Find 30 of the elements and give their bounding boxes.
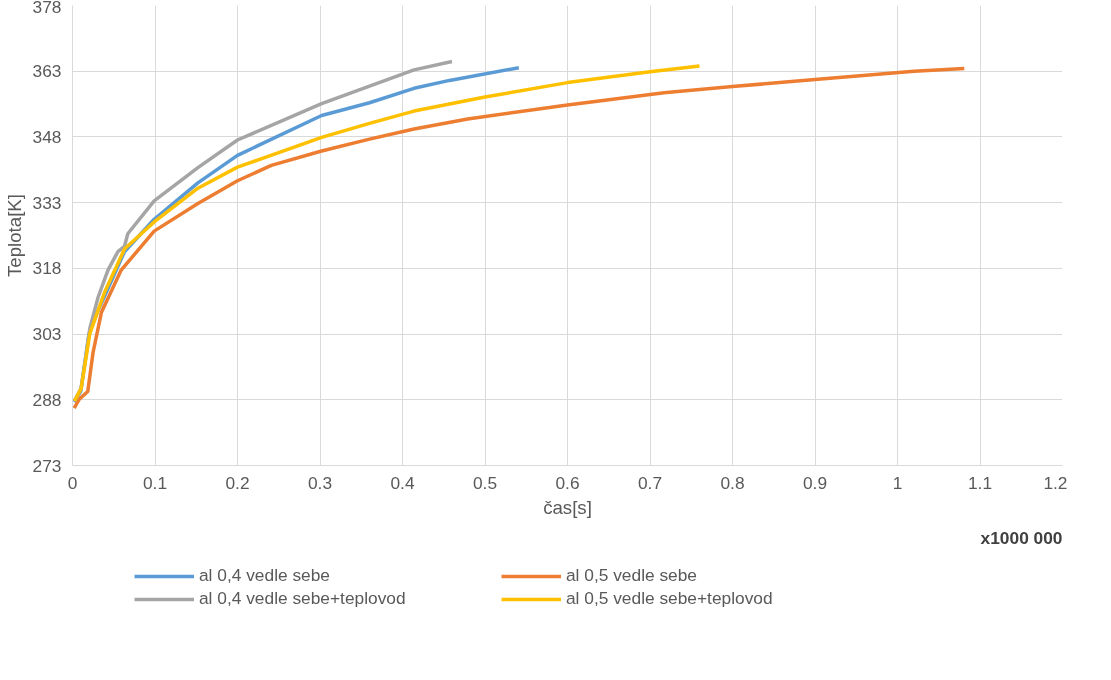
x-tick-label: 0 (67, 472, 78, 493)
y-tick-label: 303 (32, 324, 62, 345)
y-tick-label: 378 (32, 0, 62, 17)
x-tick-label: 1.2 (1043, 472, 1068, 493)
y-tick-label: 318 (32, 258, 62, 279)
x-tick-label: 0.1 (142, 472, 168, 493)
legend-label: al 0,4 vedle sebe (198, 565, 331, 586)
x-tick-label: 0.2 (225, 472, 250, 493)
x-tick-label: 1.1 (967, 472, 993, 493)
text: x1000 000 (980, 527, 1063, 548)
y-axis-title: Teplota[K] (3, 194, 25, 277)
y-tick-label: 333 (32, 192, 62, 213)
x-tick-label: 0.3 (307, 472, 333, 493)
x-tick-label: 0.5 (472, 472, 498, 493)
x-tick-label: 0.9 (802, 472, 828, 493)
y-tick-label: 363 (32, 61, 62, 82)
x-tick-label: 0.4 (390, 472, 415, 493)
x-tick-label: 0.7 (637, 472, 663, 493)
y-tick-label: 348 (32, 126, 62, 147)
legend-label: al 0,5 vedle sebe+teplovod (565, 588, 774, 609)
y-tick-label: 288 (32, 389, 62, 410)
legend-label: al 0,5 vedle sebe (565, 565, 698, 586)
legend-label: al 0,4 vedle sebe+teplovod (198, 588, 407, 609)
line-series (72, 66, 967, 410)
x-tick-label: 0.6 (555, 472, 580, 493)
y-tick-label: 273 (32, 455, 62, 476)
x-axis-title: čas[s] (543, 496, 592, 518)
line-series (72, 64, 702, 403)
x-tick-label: 0.8 (720, 472, 745, 493)
x-tick-label: 1 (892, 472, 903, 493)
